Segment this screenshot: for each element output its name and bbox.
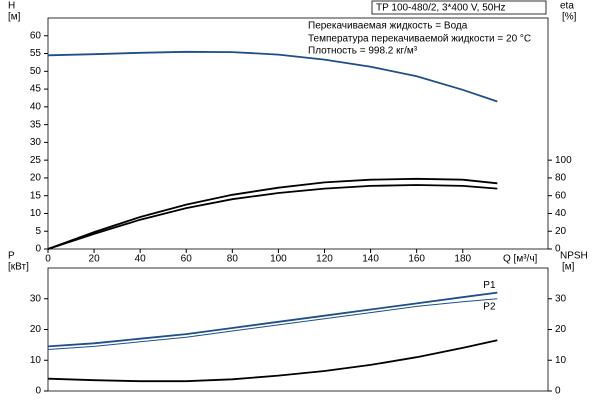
plot-frame: [47, 267, 549, 392]
y2-tick-label: 20: [555, 226, 567, 237]
x-tick-label: 140: [362, 254, 379, 265]
y-axis-unit: [м]: [8, 12, 21, 23]
x-axis-label: Q [м³/ч]: [503, 254, 538, 265]
series-line: [47, 177, 498, 250]
y-tick-label: 0: [35, 244, 41, 255]
y2-axis-label: eta: [560, 1, 574, 12]
series-line: [47, 298, 498, 350]
y-tick-label: 55: [30, 48, 42, 59]
y2-tick-label: 80: [555, 173, 567, 184]
annotation: Температура перекачиваемой жидкости = 20…: [308, 34, 531, 45]
header: TP 100-480/2, 3*400 V, 50Hz: [376, 3, 506, 14]
y-tick-label: 35: [30, 119, 42, 130]
series-line: [47, 184, 498, 250]
y-tick-label: 60: [30, 30, 42, 41]
y-tick-label: 50: [30, 66, 42, 77]
series-line: [47, 50, 498, 103]
y-axis-label: P: [8, 251, 15, 262]
y-tick-label: 10: [30, 208, 42, 219]
y-tick-label: 10: [30, 355, 42, 366]
x-tick-label: 20: [89, 254, 101, 265]
series-label: P1: [483, 280, 496, 291]
annotation: Перекачиваемая жидкость = Вода: [308, 21, 468, 32]
y2-tick-label: 20: [555, 324, 567, 335]
x-tick-label: 100: [270, 254, 287, 265]
y2-tick-label: 0: [555, 386, 561, 397]
y-axis-unit: [кВт]: [8, 262, 29, 273]
y-tick-label: 45: [30, 84, 42, 95]
x-tick-label: 40: [135, 254, 147, 265]
x-tick-label: 120: [316, 254, 333, 265]
series-line: [47, 291, 498, 348]
y-axis-label: H: [8, 1, 15, 12]
x-tick-label: 160: [408, 254, 425, 265]
series-label: P2: [483, 301, 496, 312]
y2-tick-label: 40: [555, 208, 567, 219]
y2-axis-unit: [м]: [562, 262, 575, 273]
y2-tick-label: 100: [555, 155, 572, 166]
y-tick-label: 40: [30, 101, 42, 112]
y-tick-label: 30: [30, 293, 42, 304]
y-tick-label: 20: [30, 324, 42, 335]
y-tick-label: 25: [30, 155, 42, 166]
series-line: [47, 339, 498, 383]
y-tick-label: 20: [30, 173, 42, 184]
y2-tick-label: 60: [555, 190, 567, 201]
header-box: [371, 0, 547, 15]
y2-axis-unit: [%]: [562, 12, 577, 23]
y2-tick-label: 10: [555, 355, 567, 366]
y-tick-label: 30: [30, 137, 42, 148]
plot-frame: [47, 17, 549, 250]
y2-axis-label: NPSH: [560, 251, 588, 262]
x-tick-label: 180: [454, 254, 471, 265]
annotation: Плотность = 998.2 кг/м³: [308, 46, 418, 57]
y-tick-label: 15: [30, 190, 42, 201]
x-tick-label: 60: [181, 254, 193, 265]
y-tick-label: 5: [35, 226, 41, 237]
y-tick-label: 0: [35, 386, 41, 397]
y2-tick-label: 30: [555, 293, 567, 304]
x-tick-label: 0: [45, 254, 51, 265]
x-tick-label: 80: [227, 254, 239, 265]
y2-tick-label: 0: [555, 244, 561, 255]
